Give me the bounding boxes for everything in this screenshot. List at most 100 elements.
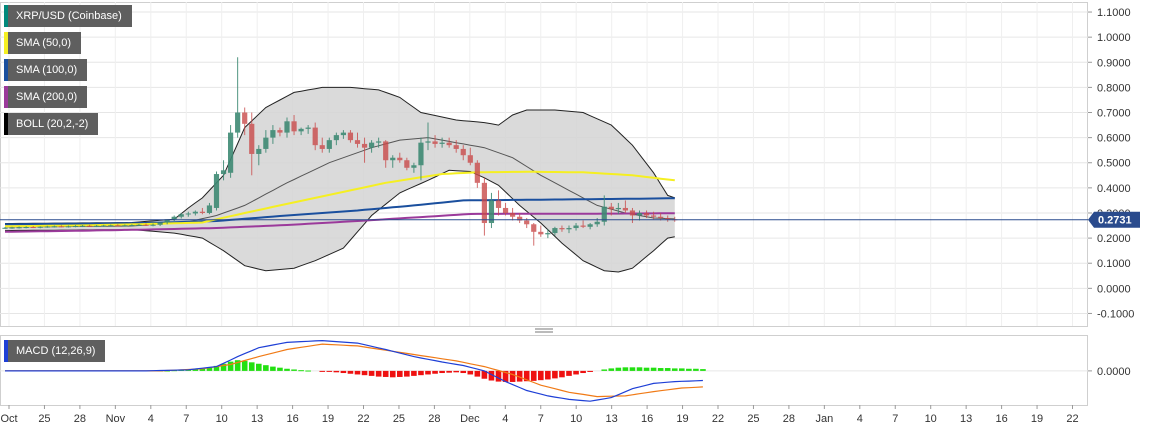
candle-body <box>16 227 22 229</box>
candle <box>587 223 593 230</box>
candle <box>305 125 311 134</box>
candle-body <box>143 224 149 226</box>
candle-body <box>51 226 57 228</box>
candle <box>474 160 480 188</box>
panel-resize-handle[interactable] <box>535 328 553 333</box>
x-tick-label: 19 <box>322 413 334 425</box>
candle <box>432 135 438 148</box>
candle <box>312 122 318 151</box>
x-tick-label: 13 <box>606 413 618 425</box>
x-tick-label: Nov <box>106 413 126 425</box>
candle-body <box>220 170 227 175</box>
x-tick-label: 7 <box>892 413 898 425</box>
macd-histogram-bar <box>502 370 509 382</box>
candle <box>277 127 283 137</box>
candle-body <box>361 143 368 148</box>
candle <box>559 225 565 232</box>
candle-body <box>510 212 516 217</box>
candle <box>510 207 516 221</box>
candle <box>601 195 607 226</box>
x-tick-label: 10 <box>216 413 228 425</box>
candle <box>150 223 156 227</box>
macd-histogram-bar <box>361 370 368 376</box>
x-tick-label: 7 <box>538 413 544 425</box>
candle-body <box>150 224 156 226</box>
candle <box>16 226 22 229</box>
x-tick-label: 25 <box>747 413 759 425</box>
legend-sma-100[interactable]: SMA (100,0) <box>4 59 88 81</box>
y-tick-label: 0.0000 <box>1097 283 1131 295</box>
candle <box>192 210 198 216</box>
macd-histogram-bar <box>220 363 227 371</box>
x-tick-label: 16 <box>286 413 298 425</box>
candle-body <box>242 112 248 124</box>
candle-body <box>79 225 86 227</box>
candle-body <box>453 145 459 149</box>
macd-histogram-bar <box>460 370 467 374</box>
y-tick-label: 0.5000 <box>1097 158 1131 170</box>
candle-body <box>369 142 375 148</box>
candle <box>249 112 255 176</box>
candle-body <box>495 200 502 208</box>
candle-body <box>524 220 530 225</box>
candle <box>298 127 304 136</box>
macd-histogram-bar <box>277 367 283 371</box>
candle <box>51 225 57 228</box>
macd-histogram-bar <box>538 370 544 381</box>
macd-histogram-bar <box>397 370 403 377</box>
candle-body <box>249 123 255 154</box>
candle-body <box>333 135 339 141</box>
candle-body <box>326 140 332 149</box>
macd-histogram-bar <box>657 368 664 371</box>
macd-histogram-bar <box>305 370 311 372</box>
candle-body <box>615 207 621 210</box>
y-tick-label: 0.4000 <box>1097 183 1131 195</box>
candle-body <box>404 160 410 168</box>
current-price-label: 0.2731 <box>1088 211 1140 228</box>
candle-body <box>580 225 586 227</box>
candle <box>439 137 445 148</box>
candle <box>164 219 170 225</box>
candle <box>643 210 650 218</box>
candle <box>651 211 657 220</box>
legend-sma-200[interactable]: SMA (200,0) <box>4 86 88 108</box>
candle-body <box>566 228 572 230</box>
macd-histogram-bar <box>700 369 706 371</box>
candle <box>397 152 403 163</box>
candle <box>228 125 234 178</box>
current-price-box <box>1088 211 1140 228</box>
candle <box>199 207 205 215</box>
candle <box>242 107 248 136</box>
bollinger-fill <box>5 87 675 273</box>
legend-sma-50[interactable]: SMA (50,0) <box>4 32 82 54</box>
candle-body <box>270 130 276 138</box>
macd-histogram-bar <box>382 370 389 377</box>
candle <box>122 224 128 227</box>
macd-histogram-bar <box>284 368 290 371</box>
macd-histogram-bar <box>523 370 530 382</box>
candle-body <box>573 225 579 229</box>
x-tick-label: 16 <box>641 413 653 425</box>
candle-body <box>30 227 36 229</box>
x-tick-label: 19 <box>1031 413 1043 425</box>
candle <box>333 132 339 146</box>
x-tick-label: 10 <box>925 413 937 425</box>
macd-histogram-bar <box>664 368 671 371</box>
candle <box>665 215 671 222</box>
legend-price[interactable]: XRP/USD (Coinbase) <box>4 5 132 27</box>
candle-body <box>390 157 396 161</box>
candle-body <box>58 226 64 228</box>
candle-body <box>432 141 438 144</box>
macd-histogram-bar <box>270 366 276 371</box>
candle <box>502 202 509 216</box>
candle <box>235 57 241 138</box>
candle <box>23 226 29 229</box>
macd-histogram-bar <box>671 368 678 371</box>
macd-histogram-bar <box>411 370 417 376</box>
legend-bollinger[interactable]: BOLL (20,2,-2) <box>4 113 99 135</box>
legend-macd[interactable]: MACD (12,26,9) <box>4 340 106 362</box>
macd-histogram-bar <box>615 367 622 371</box>
macd-histogram-bar <box>509 370 516 382</box>
candle-body <box>608 206 614 210</box>
candle <box>291 115 297 136</box>
